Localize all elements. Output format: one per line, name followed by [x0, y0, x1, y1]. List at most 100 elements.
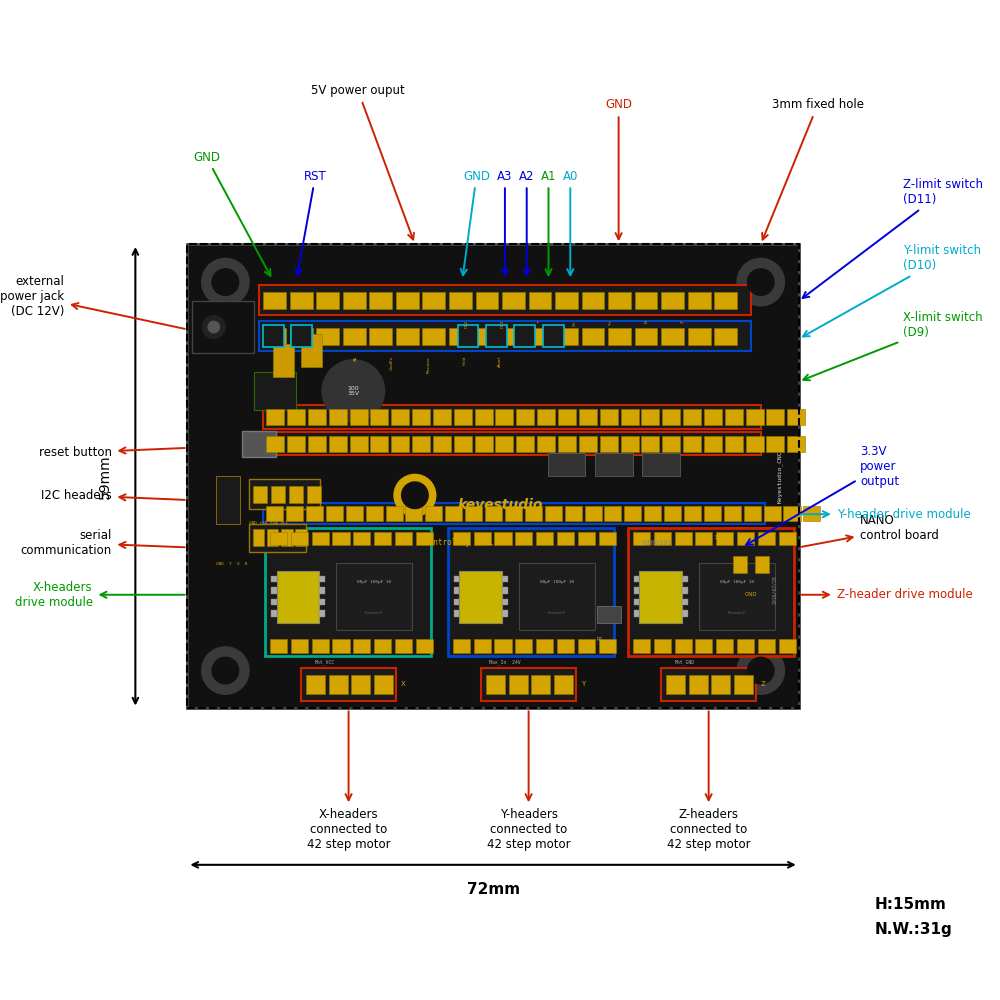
Text: Fencon F: Fencon F — [728, 611, 746, 615]
Bar — [633, 532, 650, 545]
Bar — [395, 639, 412, 653]
Bar — [329, 675, 348, 694]
Text: 00μF 100μF 10: 00μF 100μF 10 — [540, 580, 574, 584]
Bar — [733, 556, 747, 573]
Bar — [374, 532, 391, 545]
Text: Mot_VCC: Mot_VCC — [315, 659, 335, 665]
Bar — [608, 292, 631, 309]
Bar — [353, 532, 370, 545]
Bar — [764, 506, 781, 521]
Text: Y+: Y+ — [609, 320, 613, 326]
Bar — [683, 436, 701, 452]
Bar — [319, 587, 325, 594]
Bar — [336, 563, 412, 630]
Text: Abort: Abort — [498, 356, 502, 367]
Bar — [291, 325, 312, 347]
Bar — [779, 532, 796, 545]
Bar — [445, 506, 462, 521]
Bar — [565, 506, 582, 521]
Bar — [465, 506, 482, 521]
Circle shape — [202, 647, 249, 694]
Bar — [370, 436, 388, 452]
Text: X-headers
drive module: X-headers drive module — [15, 581, 185, 609]
Bar — [597, 606, 621, 623]
Bar — [537, 436, 555, 452]
Text: X-limit switch
(D9): X-limit switch (D9) — [803, 311, 983, 380]
Bar — [682, 576, 688, 582]
Bar — [803, 506, 820, 521]
Text: 2016/07/28: 2016/07/28 — [772, 576, 777, 604]
Bar — [728, 528, 775, 581]
Bar — [271, 576, 277, 582]
Bar — [634, 576, 639, 582]
Bar — [787, 436, 805, 452]
Bar — [502, 599, 508, 605]
Bar — [543, 325, 564, 347]
Circle shape — [747, 657, 774, 684]
Bar — [306, 506, 323, 521]
Bar — [557, 532, 574, 545]
Text: Control by GRBL: Control by GRBL — [424, 538, 494, 547]
Bar — [683, 409, 701, 425]
Bar — [422, 292, 445, 309]
Bar — [449, 292, 472, 309]
Text: D13: D13 — [501, 320, 505, 328]
Text: GND  Y  X  R: GND Y X R — [216, 562, 247, 566]
Bar — [416, 532, 433, 545]
Bar — [558, 436, 576, 452]
Bar — [621, 409, 639, 425]
Bar — [319, 610, 325, 617]
Text: A6: A6 — [354, 356, 358, 361]
Bar — [474, 639, 491, 653]
Bar — [536, 532, 553, 545]
Bar — [374, 639, 391, 653]
Bar — [366, 506, 383, 521]
Bar — [391, 409, 409, 425]
Bar — [675, 532, 692, 545]
Text: 59mm: 59mm — [98, 454, 112, 499]
Bar — [289, 486, 303, 503]
Bar — [555, 292, 578, 309]
Bar — [350, 409, 368, 425]
Bar — [746, 436, 764, 452]
Bar — [266, 436, 284, 452]
Bar — [412, 436, 430, 452]
Bar — [714, 328, 737, 345]
Bar — [704, 506, 721, 521]
Bar — [675, 639, 692, 653]
Text: external
power jack
(DC 12V): external power jack (DC 12V) — [0, 275, 185, 329]
Bar — [454, 587, 459, 594]
Circle shape — [737, 647, 784, 694]
Bar — [266, 409, 284, 425]
Bar — [346, 506, 363, 521]
Bar — [253, 486, 267, 503]
Bar — [301, 334, 322, 367]
Bar — [332, 639, 350, 653]
Text: serial
communication: serial communication — [20, 529, 185, 557]
Bar — [187, 244, 799, 708]
Text: Fencon F: Fencon F — [548, 611, 566, 615]
Bar — [287, 409, 305, 425]
Bar — [295, 529, 307, 546]
Bar — [494, 639, 512, 653]
Bar — [312, 532, 329, 545]
Bar — [682, 599, 688, 605]
Text: Mot_GND: Mot_GND — [675, 659, 695, 665]
Text: GND: GND — [745, 592, 758, 597]
Bar — [545, 506, 562, 521]
Bar — [291, 532, 308, 545]
Bar — [704, 436, 722, 452]
Bar — [548, 453, 585, 476]
Bar — [475, 409, 493, 425]
Bar — [308, 436, 326, 452]
Text: X-headers
connected to
42 step motor: X-headers connected to 42 step motor — [307, 711, 390, 851]
Bar — [454, 436, 472, 452]
Bar — [273, 344, 294, 377]
Circle shape — [202, 258, 249, 306]
Text: X: X — [401, 681, 405, 687]
Bar — [422, 328, 445, 345]
Bar — [766, 436, 784, 452]
Text: A2: A2 — [519, 170, 534, 275]
Bar — [634, 599, 639, 605]
Text: X+: X+ — [573, 320, 577, 326]
